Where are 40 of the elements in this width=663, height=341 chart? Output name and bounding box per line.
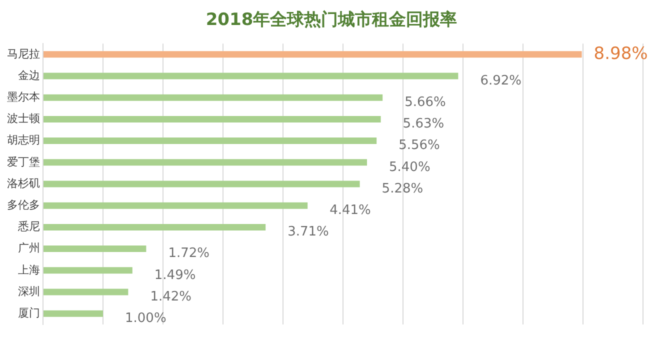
bar [44,288,128,296]
bar [44,159,367,166]
bar [44,72,458,80]
data-label: 5.63% [402,116,444,132]
y-tick-label: 波士顿 [7,112,40,126]
y-tick-label: 金边 [18,68,40,82]
y-tick-label: 厦门 [18,306,40,320]
data-label: 8.98% [594,44,648,64]
bar [44,310,103,317]
data-label: 5.28% [382,181,424,196]
bar [44,246,146,252]
bar [44,94,383,101]
y-tick-label: 马尼拉 [7,47,40,60]
data-label: 1.00% [125,310,166,326]
data-label: 6.92% [480,73,522,88]
data-label: 1.49% [154,268,196,283]
data-label: 1.42% [150,289,192,304]
data-label: 4.41% [330,202,371,218]
data-label: 5.56% [398,138,440,154]
bar [44,180,360,188]
data-label: 1.72% [168,246,210,262]
y-tick-label: 洛杉矶 [7,176,40,190]
y-tick-label: 多伦多 [7,198,40,212]
y-tick-label: 深圳 [18,284,40,298]
bar [44,138,377,144]
chart-title: 2018年全球热门城市租金回报率 [204,9,458,32]
y-tick-label: 墨尔本 [7,90,40,104]
bar [44,267,132,274]
bar [44,202,308,209]
y-tick-label: 上海 [18,263,40,276]
bar [44,51,582,58]
y-tick-label: 胡志明 [7,134,40,147]
data-label: 3.71% [288,224,329,240]
bar [44,116,381,122]
y-tick-label: 广州 [18,242,40,255]
bar [44,224,266,230]
y-tick-label: 爱丁堡 [7,155,40,168]
data-label: 5.40% [389,160,430,175]
y-tick-label: 悉尼 [17,220,40,234]
data-label: 5.66% [404,94,446,110]
